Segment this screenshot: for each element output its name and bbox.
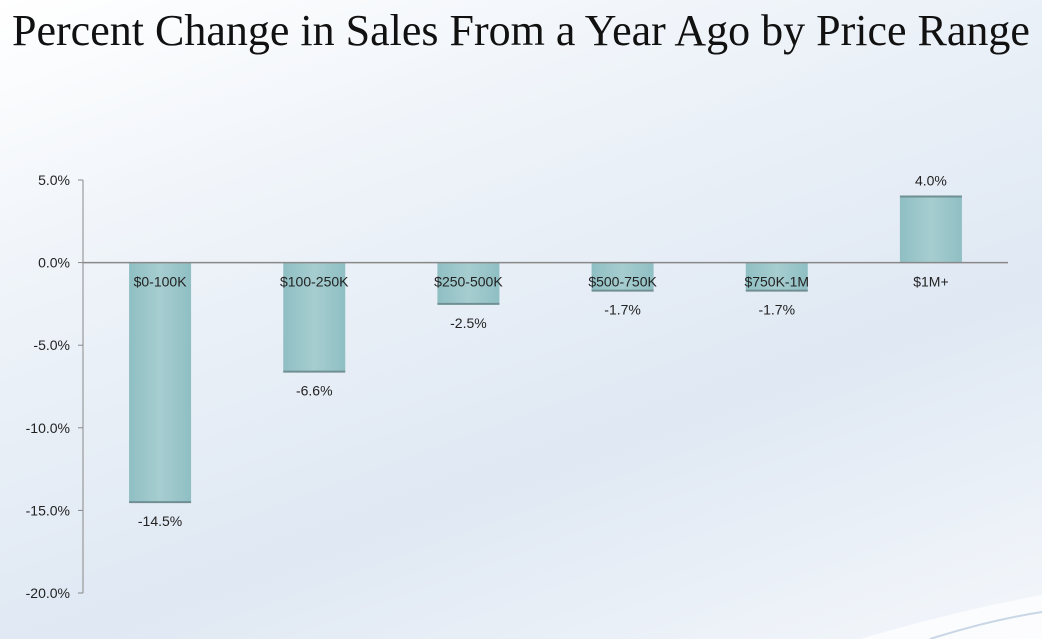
category-label: $100-250K bbox=[280, 274, 349, 290]
category-label: $0-100K bbox=[134, 274, 188, 290]
y-tick-label: -20.0% bbox=[26, 585, 70, 601]
bar-2 bbox=[437, 262, 500, 304]
y-tick-label: -10.0% bbox=[26, 420, 70, 436]
category-label: $750K-1M bbox=[744, 274, 809, 290]
y-tick-label: 5.0% bbox=[38, 172, 70, 188]
y-tick-label: -15.0% bbox=[26, 502, 70, 518]
bar-1 bbox=[283, 262, 346, 372]
data-label: 4.0% bbox=[915, 173, 947, 189]
category-label: $1M+ bbox=[913, 274, 948, 290]
y-tick-label: 0.0% bbox=[38, 255, 70, 271]
data-label: -14.5% bbox=[138, 513, 182, 529]
bar-4 bbox=[745, 262, 808, 291]
data-label: -1.7% bbox=[604, 302, 641, 318]
data-label: -1.7% bbox=[758, 302, 795, 318]
category-label: $500-750K bbox=[588, 274, 657, 290]
data-label: -2.5% bbox=[450, 315, 487, 331]
bar-0 bbox=[129, 262, 192, 503]
chart-title: Percent Change in Sales From a Year Ago … bbox=[12, 6, 1030, 55]
category-label: $250-500K bbox=[434, 274, 503, 290]
bar-3 bbox=[591, 262, 654, 291]
data-label: -6.6% bbox=[296, 383, 333, 399]
y-tick-label: -5.0% bbox=[33, 337, 70, 353]
bar-5 bbox=[899, 196, 962, 263]
